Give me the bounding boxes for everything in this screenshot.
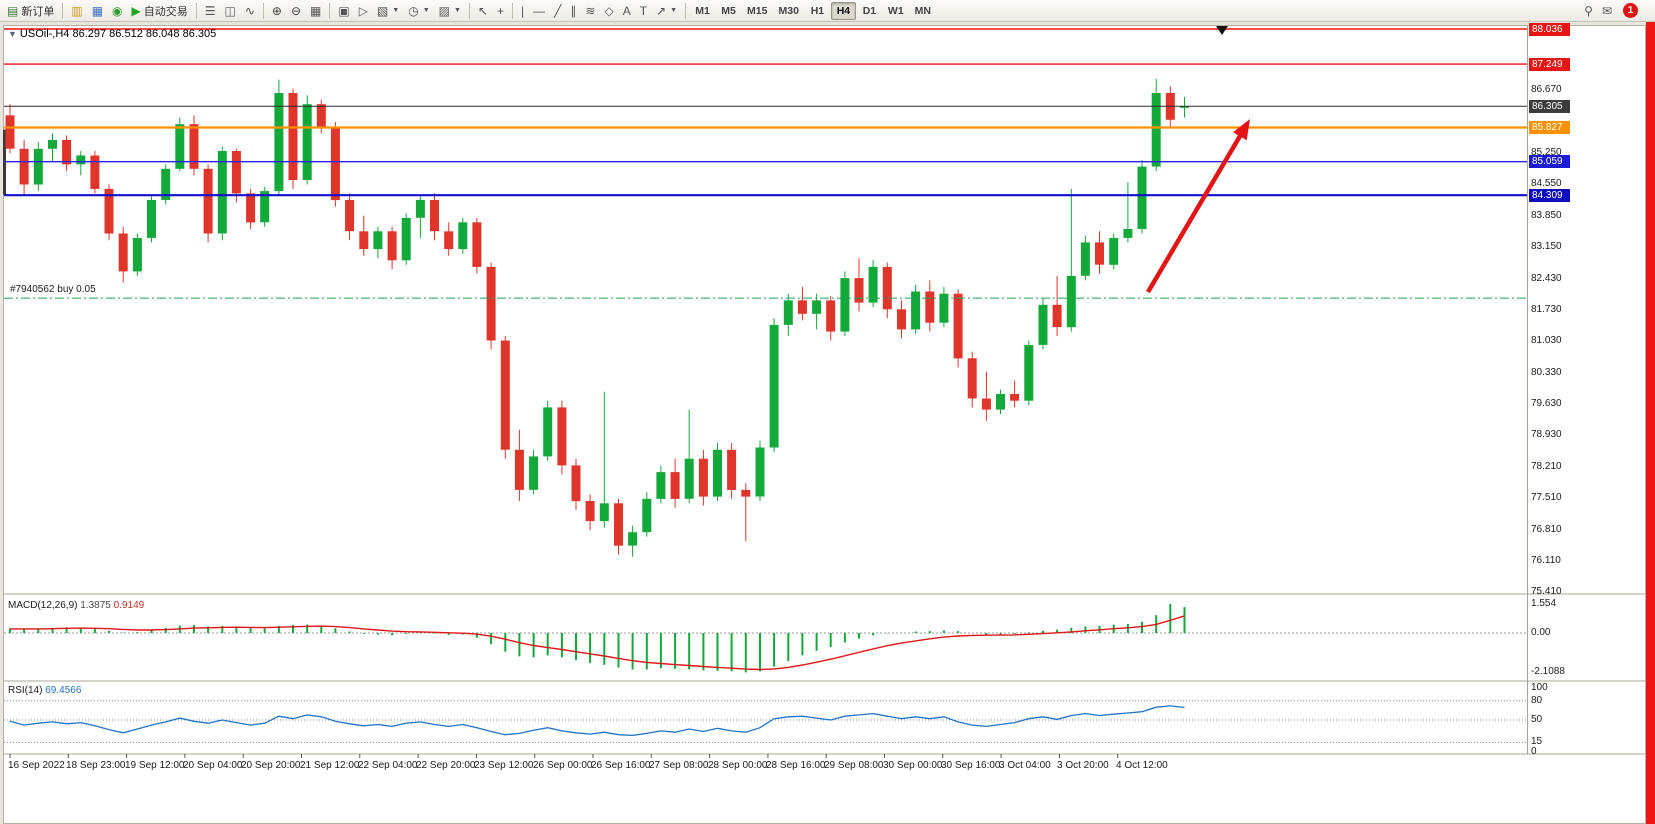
arrange-windows-icon: ▧ bbox=[376, 3, 389, 18]
timeframe-h4-button[interactable]: H4 bbox=[830, 1, 856, 20]
chevron-down-icon: ▼ bbox=[392, 7, 400, 14]
navigator-button[interactable]: ◉ bbox=[108, 1, 126, 20]
period-icon: ◷ bbox=[408, 3, 419, 18]
toolbar-separator bbox=[262, 2, 264, 19]
price-axis[interactable] bbox=[1528, 26, 1644, 754]
auto-scroll-button[interactable]: ▣ bbox=[334, 1, 353, 20]
chevron-down-icon: ▼ bbox=[670, 7, 678, 14]
auto-scroll-icon: ▣ bbox=[338, 3, 350, 18]
timeframe-d1-button[interactable]: D1 bbox=[862, 4, 877, 17]
horizontal-line-icon: — bbox=[533, 3, 546, 18]
channel-icon: ∥ bbox=[570, 3, 577, 18]
arrows-icon: ↗ bbox=[656, 3, 667, 18]
zoom-out-icon: ⊖ bbox=[290, 3, 302, 18]
time-axis[interactable] bbox=[4, 755, 1527, 779]
macd-panel[interactable] bbox=[4, 596, 1527, 679]
zoom-out-button[interactable]: ⊖ bbox=[287, 1, 305, 20]
text-label-icon: T bbox=[639, 3, 648, 18]
auto-trading-label: 自动交易 bbox=[143, 5, 188, 18]
trendline-button[interactable]: ╱ bbox=[550, 1, 565, 20]
crosshair-button[interactable]: + bbox=[493, 1, 508, 20]
candlestick-chart-button[interactable]: ◫ bbox=[221, 1, 240, 20]
shapes-icon: ◇ bbox=[604, 3, 614, 18]
bar-chart-icon: ☰ bbox=[204, 3, 216, 18]
shapes-button[interactable]: ◇ bbox=[600, 1, 617, 20]
line-chart-icon: ∿ bbox=[244, 3, 255, 18]
cursor-button[interactable]: ↖ bbox=[474, 1, 492, 20]
price-chart-area[interactable] bbox=[4, 26, 1527, 592]
line-chart-button[interactable]: ∿ bbox=[241, 1, 259, 20]
arrows-button[interactable]: ↗ ▼ bbox=[652, 1, 681, 20]
templates-icon: ▨ bbox=[438, 3, 451, 18]
chevron-down-icon[interactable]: ▼ bbox=[8, 29, 17, 39]
new-order-button[interactable]: ▤ 新订单 bbox=[3, 1, 58, 20]
timeframe-h1-button[interactable]: H1 bbox=[810, 4, 825, 17]
timeframe-mn-button[interactable]: MN bbox=[914, 4, 932, 17]
navigator-icon: ◉ bbox=[112, 3, 123, 18]
tile-windows-button[interactable]: ▦ bbox=[306, 1, 325, 20]
trendline-icon: ╱ bbox=[554, 3, 562, 18]
main-toolbar: ▤ 新订单 ▥ ▦ ◉ ▶ 自动交易 ☰ ◫ ∿ ⊕ ⊖ ▦ ▣ ▷ ▧ ▼ ◷ ▼ ▨ ▼ ↖ + | — ╱ ∥ ≋ ◇ A T ↗ ▼ M1… bbox=[0, 0, 1655, 22]
new-order-icon: ▤ bbox=[7, 3, 19, 18]
auto-trading-button[interactable]: ▶ 自动交易 bbox=[128, 1, 192, 20]
tile-windows-icon: ▦ bbox=[310, 3, 322, 18]
mail-button[interactable]: ✉ bbox=[1598, 1, 1616, 20]
toolbar-separator bbox=[62, 2, 64, 19]
cursor-icon: ↖ bbox=[477, 3, 489, 18]
zoom-in-icon: ⊕ bbox=[271, 3, 282, 18]
market-watch-button[interactable]: ▥ bbox=[67, 1, 86, 20]
search-button[interactable]: ⚲ bbox=[1580, 1, 1597, 20]
fibonacci-button[interactable]: ≋ bbox=[581, 1, 599, 20]
toolbar-separator bbox=[512, 2, 514, 19]
timeframe-m5-button[interactable]: M5 bbox=[721, 4, 736, 17]
notification-badge[interactable]: 1 bbox=[1623, 3, 1638, 18]
timeframe-m15-button[interactable]: M15 bbox=[747, 4, 768, 17]
fibonacci-icon: ≋ bbox=[585, 3, 596, 18]
templates-button[interactable]: ▨ ▼ bbox=[435, 1, 465, 20]
toolbar-separator bbox=[195, 2, 197, 19]
period-button[interactable]: ◷ ▼ bbox=[404, 1, 433, 20]
mail-icon: ✉ bbox=[1601, 3, 1612, 18]
rsi-panel[interactable] bbox=[4, 682, 1527, 753]
channel-button[interactable]: ∥ bbox=[566, 1, 580, 20]
new-order-label: 新订单 bbox=[21, 5, 55, 18]
bar-chart-button[interactable]: ☰ bbox=[201, 1, 220, 20]
timeframe-w1-button[interactable]: W1 bbox=[887, 4, 904, 17]
timeframe-m1-button[interactable]: M1 bbox=[695, 4, 710, 17]
horizontal-line-button[interactable]: — bbox=[529, 1, 549, 20]
toolbar-separator bbox=[468, 2, 470, 19]
data-window-icon: ▦ bbox=[91, 3, 104, 18]
chevron-down-icon: ▼ bbox=[422, 7, 430, 14]
zoom-in-button[interactable]: ⊕ bbox=[268, 1, 286, 20]
vertical-line-button[interactable]: | bbox=[517, 1, 528, 20]
crosshair-icon: + bbox=[497, 3, 505, 18]
text-icon: A bbox=[622, 3, 631, 18]
vertical-line-icon: | bbox=[521, 3, 525, 18]
chevron-down-icon: ▼ bbox=[454, 7, 461, 14]
timeframe-m30-button[interactable]: M30 bbox=[778, 4, 799, 17]
arrange-windows-button[interactable]: ▧ ▼ bbox=[373, 1, 403, 20]
search-icon: ⚲ bbox=[1584, 3, 1593, 18]
position-label[interactable]: #7940562 buy 0.05 bbox=[10, 284, 96, 296]
toolbar-separator bbox=[329, 2, 331, 19]
auto-trading-icon: ▶ bbox=[131, 3, 141, 18]
window-edge-strip bbox=[1646, 22, 1655, 824]
market-watch-icon: ▥ bbox=[71, 3, 83, 18]
data-window-button[interactable]: ▦ bbox=[88, 1, 107, 20]
text-button[interactable]: A bbox=[619, 1, 635, 20]
text-label-button[interactable]: T bbox=[636, 1, 651, 20]
candlestick-chart-icon: ◫ bbox=[224, 3, 236, 18]
chart-shift-button[interactable]: ▷ bbox=[355, 1, 372, 20]
chart-shift-icon: ▷ bbox=[358, 3, 368, 18]
toolbar-separator bbox=[685, 2, 687, 19]
